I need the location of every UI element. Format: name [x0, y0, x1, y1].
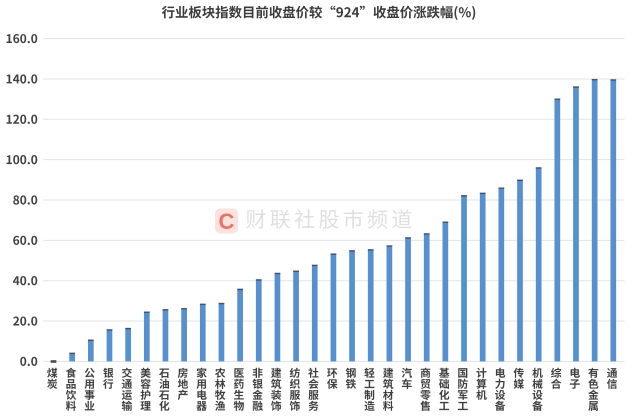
svg-text:C: C: [219, 209, 235, 234]
